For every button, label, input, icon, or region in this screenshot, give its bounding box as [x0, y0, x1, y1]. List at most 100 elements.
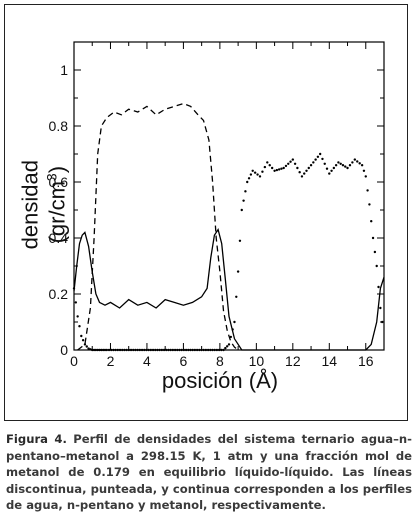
data-point — [270, 166, 274, 170]
data-point — [339, 162, 342, 165]
x-axis-label: posición (Å) — [161, 368, 279, 393]
data-point — [344, 165, 347, 168]
x-tick-label: 2 — [107, 353, 115, 369]
data-point — [74, 301, 78, 304]
data-point — [263, 165, 267, 169]
series-group — [72, 102, 385, 352]
data-point — [368, 203, 371, 206]
data-point — [353, 158, 357, 161]
data-point — [312, 161, 315, 164]
data-point — [80, 334, 83, 338]
data-point — [242, 199, 245, 202]
x-tick-label: 12 — [285, 353, 301, 369]
data-point — [83, 343, 87, 346]
data-point — [240, 208, 243, 212]
data-point — [300, 175, 304, 178]
data-point — [258, 175, 262, 178]
data-point — [323, 162, 326, 165]
data-point — [87, 347, 90, 350]
data-point — [358, 162, 361, 165]
data-point — [360, 164, 364, 167]
data-point — [334, 164, 338, 167]
data-point — [76, 315, 79, 318]
x-tick-label: 0 — [70, 353, 78, 369]
data-point — [277, 168, 281, 171]
data-point — [305, 169, 308, 172]
data-point — [307, 166, 310, 170]
series-line-solid — [73, 228, 385, 351]
data-point — [309, 164, 313, 167]
data-point — [337, 161, 340, 164]
data-point — [235, 295, 238, 298]
data-point — [346, 166, 349, 170]
series-dotted — [72, 152, 384, 352]
data-point — [78, 325, 81, 328]
data-point — [373, 250, 377, 254]
series-line-dashed — [77, 102, 239, 351]
data-point — [227, 343, 231, 346]
data-point — [370, 220, 373, 223]
y-tick-label: 0.2 — [49, 286, 69, 302]
data-point — [85, 345, 88, 348]
data-point — [266, 161, 269, 164]
data-point — [366, 189, 369, 192]
data-point — [238, 239, 242, 242]
x-tick-label: 8 — [216, 353, 224, 369]
data-point — [379, 306, 382, 310]
data-point — [321, 157, 324, 161]
data-point — [348, 164, 352, 167]
data-point — [375, 264, 378, 268]
data-point — [229, 335, 233, 339]
y-tick-label: 0.8 — [49, 118, 69, 134]
figure-frame — [4, 4, 408, 421]
data-point — [314, 158, 317, 161]
figure-caption: Figura 4. Perfil de densidades del siste… — [6, 431, 412, 514]
data-point — [316, 155, 320, 158]
data-point — [280, 167, 283, 170]
data-point — [273, 169, 276, 172]
data-point — [81, 339, 85, 342]
data-point — [330, 169, 333, 172]
x-tick-label: 16 — [358, 353, 374, 369]
x-tick-label: 10 — [249, 353, 265, 369]
axes-box — [73, 41, 385, 351]
data-point — [325, 167, 329, 170]
data-point — [256, 173, 259, 176]
data-point — [377, 285, 380, 289]
data-point — [318, 152, 322, 156]
caption-text: Perfil de densidades del sistema ternari… — [6, 432, 412, 513]
data-point — [282, 166, 285, 170]
data-point — [233, 320, 236, 324]
data-point — [244, 190, 247, 193]
data-point — [364, 175, 367, 178]
y-tick-label: 0.6 — [49, 174, 69, 190]
data-point — [287, 162, 290, 165]
caption-lead: Figura 4. — [6, 432, 67, 446]
data-point — [328, 172, 331, 175]
data-point — [289, 160, 292, 163]
data-point — [351, 161, 354, 164]
data-point — [293, 162, 297, 165]
data-point — [261, 170, 264, 173]
data-point — [332, 166, 336, 170]
ticks-group: 0 2 4 6 8 10 12 14 16 0 0.2 0.4 0.6 0.8 1 — [49, 41, 385, 369]
data-point — [362, 169, 366, 172]
y-tick-label: 0 — [60, 342, 68, 358]
data-point — [371, 236, 375, 240]
data-point — [275, 168, 279, 172]
data-point — [303, 172, 306, 175]
data-point — [249, 173, 253, 176]
data-point — [356, 160, 359, 163]
data-point — [225, 345, 229, 348]
data-point — [296, 166, 299, 170]
data-point — [268, 164, 271, 167]
data-point — [236, 270, 240, 273]
data-point — [253, 171, 257, 174]
y-axis-label: densidad (gr/cm3) — [17, 160, 70, 250]
x-tick-label: 4 — [143, 353, 151, 369]
data-point — [247, 177, 251, 180]
y-tick-label: 1 — [60, 62, 68, 78]
x-tick-label: 6 — [180, 353, 188, 369]
data-point — [251, 169, 254, 172]
